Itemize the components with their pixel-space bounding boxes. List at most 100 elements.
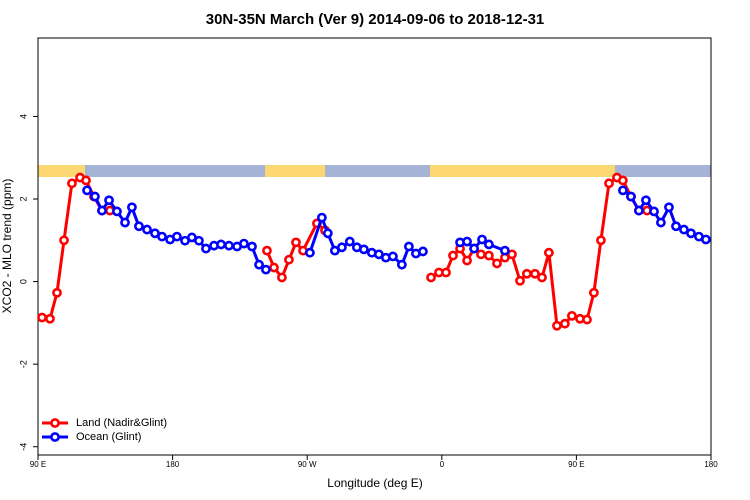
y-tick-label: -4 xyxy=(18,443,28,451)
point xyxy=(543,247,554,258)
point xyxy=(52,287,62,298)
point xyxy=(336,242,347,253)
point xyxy=(82,185,92,196)
legend: Land (Nadir&Glint) Ocean (Glint) xyxy=(42,417,167,443)
x-tick-label: 0 xyxy=(440,460,445,469)
y-tick-label: 0 xyxy=(18,279,28,284)
point xyxy=(216,239,226,250)
point xyxy=(618,175,628,186)
point xyxy=(596,235,606,246)
point xyxy=(322,228,333,239)
point xyxy=(537,272,547,283)
x-tick-label: 180 xyxy=(166,460,180,469)
point xyxy=(484,250,494,261)
point xyxy=(262,245,272,256)
x-tick-label: 180 xyxy=(704,460,718,469)
point xyxy=(127,202,137,213)
point xyxy=(59,235,69,246)
legend-label: Land (Nadir&Glint) xyxy=(76,417,167,429)
point xyxy=(664,202,674,213)
point xyxy=(671,221,681,232)
point xyxy=(269,262,279,273)
point xyxy=(515,275,525,286)
point xyxy=(344,236,355,247)
point xyxy=(316,212,327,223)
point xyxy=(304,247,315,258)
point xyxy=(247,241,257,252)
point xyxy=(97,205,107,216)
point xyxy=(142,224,152,235)
point xyxy=(588,287,599,298)
point xyxy=(418,246,428,257)
point xyxy=(291,237,301,248)
series xyxy=(37,172,652,331)
plot-frame xyxy=(37,37,712,456)
point xyxy=(492,258,502,269)
x-tick-label: 90 E xyxy=(568,460,584,469)
point xyxy=(157,231,167,242)
x-tick-label: 90 W xyxy=(298,460,317,469)
point xyxy=(655,217,666,228)
point xyxy=(521,268,532,279)
point xyxy=(67,178,77,189)
point xyxy=(201,243,211,254)
point xyxy=(649,206,659,217)
land-ocean-strip xyxy=(38,165,711,177)
point xyxy=(448,250,458,261)
point xyxy=(507,249,517,260)
y-tick-label: 2 xyxy=(18,197,28,202)
point xyxy=(476,249,486,260)
x-tick-label: 90 E xyxy=(30,460,46,469)
point xyxy=(224,240,234,251)
point xyxy=(194,235,204,246)
point xyxy=(403,241,414,252)
legend-marker xyxy=(50,418,60,428)
land-band xyxy=(430,165,615,177)
point xyxy=(500,245,510,256)
legend-marker xyxy=(50,432,60,442)
land-band xyxy=(38,165,85,177)
point xyxy=(172,231,182,242)
point xyxy=(120,217,130,228)
point xyxy=(134,221,144,232)
point xyxy=(484,239,494,250)
point xyxy=(81,175,91,186)
point xyxy=(396,259,407,270)
point xyxy=(358,244,369,255)
point xyxy=(254,259,264,270)
point xyxy=(679,224,689,235)
point xyxy=(469,243,480,254)
point xyxy=(634,205,644,216)
point xyxy=(284,254,294,265)
point xyxy=(701,234,711,245)
point xyxy=(686,228,696,239)
point xyxy=(112,206,122,217)
point xyxy=(277,272,287,283)
y-axis-label: XCO2 - MLO trend (ppm) xyxy=(0,179,14,314)
point xyxy=(462,236,472,247)
point xyxy=(462,255,472,266)
point xyxy=(441,267,451,278)
y-tick-label: 4 xyxy=(18,114,28,119)
point xyxy=(37,312,47,323)
series xyxy=(82,185,711,275)
legend-label: Ocean (Glint) xyxy=(76,431,141,443)
y-tick-label: -2 xyxy=(18,360,28,368)
point xyxy=(239,238,249,249)
point xyxy=(261,264,271,275)
point xyxy=(641,195,651,206)
point xyxy=(477,234,487,245)
point xyxy=(387,251,398,262)
point xyxy=(426,272,436,283)
point xyxy=(530,268,540,279)
land-band xyxy=(265,165,325,177)
point xyxy=(90,191,100,202)
chart-title: 30N-35N March (Ver 9) 2014-09-06 to 2018… xyxy=(206,11,545,28)
point xyxy=(104,195,114,206)
point xyxy=(626,191,636,202)
point xyxy=(559,318,570,329)
point xyxy=(45,313,55,324)
point xyxy=(552,320,562,331)
